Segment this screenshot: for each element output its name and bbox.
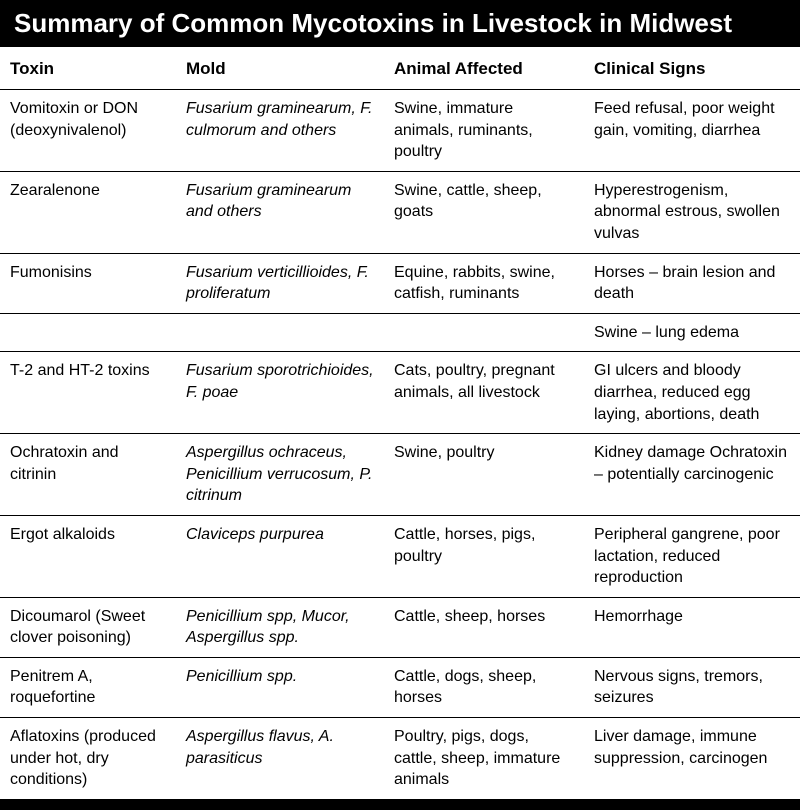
cell-mold: Penicillium spp, Mucor, Aspergillus spp. bbox=[176, 597, 384, 657]
cell-signs: GI ulcers and bloody diarrhea, reduced e… bbox=[584, 352, 800, 434]
cell-toxin: Ergot alkaloids bbox=[0, 515, 176, 597]
cell-animal: Cattle, sheep, horses bbox=[384, 597, 584, 657]
cell-signs: Kidney damage Ochratoxin – potentially c… bbox=[584, 434, 800, 516]
table-row: Penitrem A, roquefortinePenicillium spp.… bbox=[0, 657, 800, 717]
cell-animal: Poultry, pigs, dogs, cattle, sheep, imma… bbox=[384, 718, 584, 800]
mycotoxin-table: Toxin Mold Animal Affected Clinical Sign… bbox=[0, 47, 800, 800]
cell-toxin: Aflatoxins (produced under hot, dry cond… bbox=[0, 718, 176, 800]
col-header-signs: Clinical Signs bbox=[584, 47, 800, 90]
cell-toxin: Zearalenone bbox=[0, 171, 176, 253]
col-header-toxin: Toxin bbox=[0, 47, 176, 90]
table-row: Dicoumarol (Sweet clover poisoning)Penic… bbox=[0, 597, 800, 657]
cell-animal: Swine, immature animals, ruminants, poul… bbox=[384, 90, 584, 172]
table-row: Ergot alkaloidsClaviceps purpureaCattle,… bbox=[0, 515, 800, 597]
cell-mold bbox=[176, 313, 384, 352]
table-row: T-2 and HT-2 toxinsFusarium sporotrichio… bbox=[0, 352, 800, 434]
cell-mold: Fusarium verticillioides, F. proliferatu… bbox=[176, 253, 384, 313]
table-title: Summary of Common Mycotoxins in Livestoc… bbox=[0, 0, 800, 47]
table-container: Summary of Common Mycotoxins in Livestoc… bbox=[0, 0, 800, 810]
cell-signs: Hemorrhage bbox=[584, 597, 800, 657]
col-header-animal: Animal Affected bbox=[384, 47, 584, 90]
col-header-mold: Mold bbox=[176, 47, 384, 90]
cell-signs: Horses – brain lesion and death bbox=[584, 253, 800, 313]
table-row: FumonisinsFusarium verticillioides, F. p… bbox=[0, 253, 800, 313]
cell-animal bbox=[384, 313, 584, 352]
cell-signs: Peripheral gangrene, poor lactation, red… bbox=[584, 515, 800, 597]
table-row: Aflatoxins (produced under hot, dry cond… bbox=[0, 718, 800, 800]
cell-animal: Cats, poultry, pregnant animals, all liv… bbox=[384, 352, 584, 434]
cell-mold: Fusarium sporotrichioides, F. poae bbox=[176, 352, 384, 434]
cell-toxin: Penitrem A, roquefortine bbox=[0, 657, 176, 717]
table-row: Vomitoxin or DON (deoxynivalenol)Fusariu… bbox=[0, 90, 800, 172]
cell-toxin: Dicoumarol (Sweet clover poisoning) bbox=[0, 597, 176, 657]
cell-toxin: T-2 and HT-2 toxins bbox=[0, 352, 176, 434]
cell-animal: Cattle, horses, pigs, poultry bbox=[384, 515, 584, 597]
table-row: ZearalenoneFusarium graminearum and othe… bbox=[0, 171, 800, 253]
cell-animal: Equine, rabbits, swine, catfish, ruminan… bbox=[384, 253, 584, 313]
cell-signs: Swine – lung edema bbox=[584, 313, 800, 352]
cell-toxin: Fumonisins bbox=[0, 253, 176, 313]
table-bottom-bar bbox=[0, 800, 800, 810]
cell-mold: Fusarium graminearum, F. culmorum and ot… bbox=[176, 90, 384, 172]
cell-toxin: Vomitoxin or DON (deoxynivalenol) bbox=[0, 90, 176, 172]
cell-animal: Swine, cattle, sheep, goats bbox=[384, 171, 584, 253]
cell-mold: Aspergillus ochraceus, Penicillium verru… bbox=[176, 434, 384, 516]
cell-signs: Hyperestrogenism, abnormal estrous, swol… bbox=[584, 171, 800, 253]
table-body: Vomitoxin or DON (deoxynivalenol)Fusariu… bbox=[0, 90, 800, 800]
cell-animal: Cattle, dogs, sheep, horses bbox=[384, 657, 584, 717]
cell-signs: Liver damage, immune suppression, carcin… bbox=[584, 718, 800, 800]
cell-mold: Penicillium spp. bbox=[176, 657, 384, 717]
cell-signs: Feed refusal, poor weight gain, vomiting… bbox=[584, 90, 800, 172]
cell-mold: Claviceps purpurea bbox=[176, 515, 384, 597]
cell-signs: Nervous signs, tremors, seizures bbox=[584, 657, 800, 717]
cell-mold: Fusarium graminearum and others bbox=[176, 171, 384, 253]
table-header-row: Toxin Mold Animal Affected Clinical Sign… bbox=[0, 47, 800, 90]
cell-animal: Swine, poultry bbox=[384, 434, 584, 516]
table-row: Swine – lung edema bbox=[0, 313, 800, 352]
table-row: Ochratoxin and citrininAspergillus ochra… bbox=[0, 434, 800, 516]
cell-toxin bbox=[0, 313, 176, 352]
cell-mold: Aspergillus flavus, A. parasiticus bbox=[176, 718, 384, 800]
cell-toxin: Ochratoxin and citrinin bbox=[0, 434, 176, 516]
